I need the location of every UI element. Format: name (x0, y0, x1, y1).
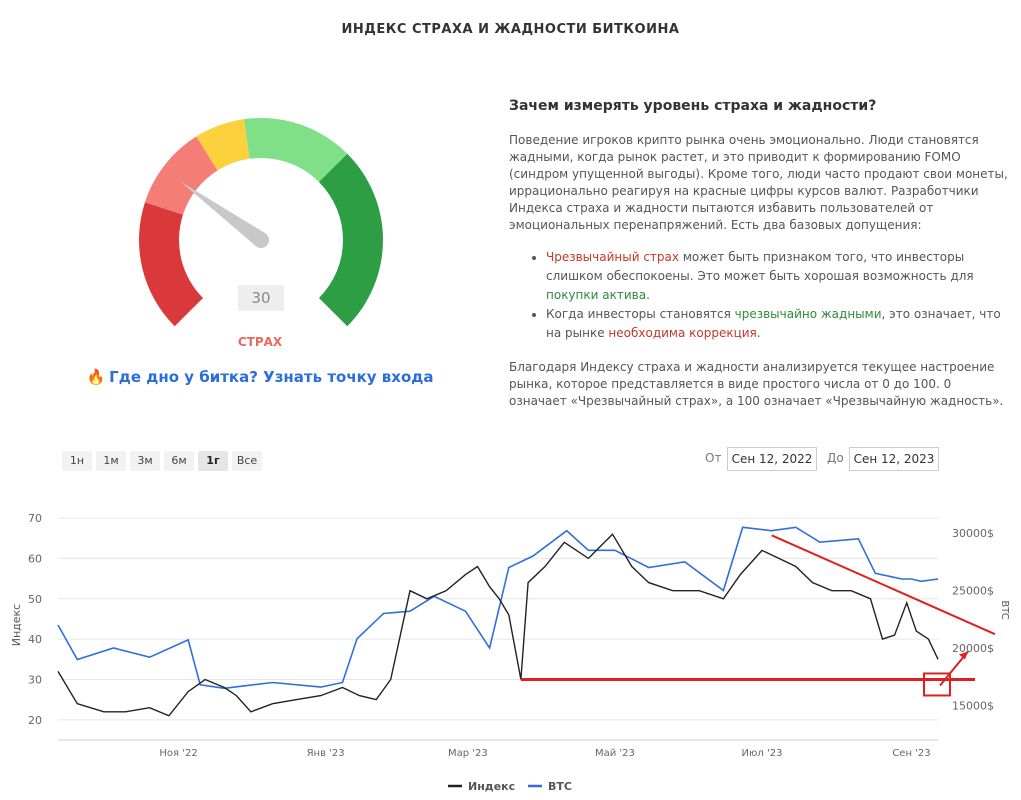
list-text: , это означает, что на рынке (546, 307, 1001, 340)
legend-index-label: Индекс (468, 780, 515, 793)
fire-icon: 🔥 (86, 368, 106, 386)
y-right-tick-label: 20000$ (952, 642, 994, 655)
y-left-tick-label: 70 (28, 512, 42, 525)
x-tick-label: Янв '23 (307, 748, 345, 759)
y-left-axis-title: Индекс (10, 604, 23, 647)
x-tick-label: Сен '23 (892, 748, 930, 759)
promo-link-text: Где дно у битка? Узнать точку входа (109, 368, 434, 386)
range-button[interactable]: 1н (62, 451, 92, 471)
breakout-box-annotation (923, 672, 951, 697)
x-tick-label: Июл '23 (742, 748, 783, 759)
list-text: Когда инвесторы становятся (546, 307, 735, 321)
y-left-tick-label: 30 (28, 673, 42, 686)
info-paragraph-1: Поведение игроков крипто рынка очень эмо… (509, 133, 1008, 232)
y-right-tick-label: 15000$ (952, 700, 994, 713)
extreme-greed-text: чрезвычайно жадными (734, 307, 882, 321)
index-btc-chart: 20 30 40 50 60 70 15000$ 20000$ 25000$ 30000$ Ноя … (10, 512, 1010, 793)
range-button[interactable]: 6м (164, 451, 194, 471)
extreme-fear-text: Чрезвычайный страх (546, 250, 679, 264)
x-tick-label: Мар '23 (448, 748, 488, 759)
range-button[interactable]: 1м (96, 451, 126, 471)
date-from-input[interactable]: Сен 12, 2022 (727, 447, 817, 471)
list-text: . (646, 288, 650, 302)
list-text: . (756, 326, 761, 340)
date-to-input[interactable]: Сен 12, 2023 (849, 447, 939, 471)
legend-btc-label: BTC (548, 780, 572, 793)
fear-greed-gauge (139, 118, 383, 327)
arrow-head-annotation (959, 651, 968, 660)
range-button[interactable]: 3м (130, 451, 160, 471)
gauge-label: СТРАХ (237, 335, 283, 349)
range-selector: 1н 1м 3м 6м 1г Все (62, 449, 266, 471)
y-right-tick-label: 25000$ (952, 585, 994, 598)
date-to-label: До (827, 451, 844, 465)
assumption-list: Чрезвычайный страх может быть признаком … (509, 248, 1009, 343)
gauge-value: 30 (238, 285, 284, 311)
gauge-needle-hub (253, 232, 269, 248)
extreme-greed-segment (318, 153, 383, 327)
extreme-fear-segment (139, 202, 204, 327)
date-from-label: От (705, 451, 722, 465)
info-panel: Зачем измерять уровень страха и жадности… (509, 98, 1009, 424)
fear-segment (144, 136, 218, 215)
y-left-tick-label: 20 (28, 714, 42, 727)
x-tick-label: Май '23 (595, 748, 635, 759)
list-item: Чрезвычайный страх может быть признаком … (546, 248, 1009, 305)
y-left-tick-label: 60 (28, 552, 42, 565)
btc-series-line (57, 526, 939, 690)
range-button[interactable]: Все (232, 451, 262, 471)
buy-asset-text: покупки актива (546, 288, 647, 302)
info-paragraph-2: Благодаря Индексу страха и жадности анал… (509, 360, 1004, 408)
gauge-needle (180, 181, 266, 247)
neutral-segment (196, 119, 250, 171)
y-left-tick-label: 40 (28, 633, 42, 646)
y-left-tick-label: 50 (28, 593, 42, 606)
y-right-axis-title: BTC (999, 600, 1010, 619)
bottom-entry-link[interactable]: 🔥 Где дно у битка? Узнать точку входа (80, 368, 440, 386)
greed-segment (244, 118, 348, 183)
x-tick-label: Ноя '22 (159, 748, 197, 759)
range-button[interactable]: 1г (198, 451, 228, 471)
list-text: может быть признаком того, что инвесторы… (546, 250, 974, 283)
correction-text: необходима коррекция (608, 326, 757, 340)
trend-line-annotation (771, 534, 996, 636)
page-title: ИНДЕКС СТРАХА И ЖАДНОСТИ БИТКОИНА (341, 22, 680, 37)
y-right-tick-label: 30000$ (952, 527, 994, 540)
index-series-line (57, 533, 939, 717)
list-item: Когда инвесторы становятся чрезвычайно ж… (546, 305, 1009, 343)
info-heading: Зачем измерять уровень страха и жадности… (509, 98, 877, 114)
